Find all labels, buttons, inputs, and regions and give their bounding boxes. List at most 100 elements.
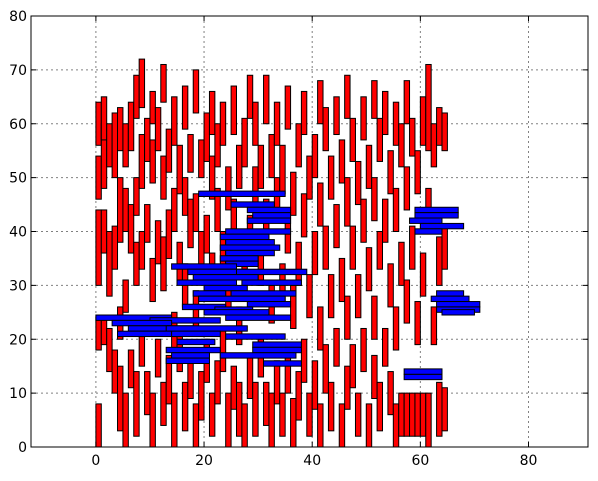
red-vertical-bar bbox=[317, 403, 324, 448]
red-vertical-bar bbox=[414, 392, 421, 437]
blue-horizontal-bar bbox=[171, 352, 210, 359]
red-vertical-bar bbox=[192, 193, 200, 233]
red-vertical-bar bbox=[138, 58, 146, 109]
red-vertical-bar bbox=[208, 155, 216, 200]
red-vertical-bar bbox=[127, 349, 135, 389]
red-vertical-bar bbox=[295, 123, 302, 168]
red-vertical-bar bbox=[290, 171, 297, 216]
red-vertical-bar bbox=[306, 155, 313, 200]
red-vertical-bar bbox=[235, 381, 243, 437]
red-vertical-bar bbox=[327, 155, 335, 200]
red-vertical-bar bbox=[144, 117, 151, 162]
red-vertical-bar bbox=[317, 182, 324, 227]
red-vertical-bar bbox=[149, 90, 156, 125]
blue-horizontal-bar bbox=[252, 346, 302, 354]
red-vertical-bar bbox=[133, 177, 140, 216]
red-vertical-bar bbox=[106, 123, 113, 168]
blue-horizontal-bar bbox=[192, 290, 227, 297]
red-vertical-bar bbox=[111, 225, 119, 270]
blue-horizontal-bar bbox=[235, 268, 308, 276]
blue-horizontal-bar bbox=[203, 284, 248, 292]
red-vertical-bar bbox=[409, 392, 416, 437]
red-vertical-bar bbox=[127, 204, 135, 254]
blue-horizontal-bar bbox=[252, 212, 292, 219]
red-vertical-bar bbox=[414, 150, 421, 195]
red-vertical-bar bbox=[138, 231, 146, 270]
x-tick-label: 60 bbox=[411, 453, 429, 469]
red-vertical-bar bbox=[192, 403, 200, 448]
red-vertical-bar bbox=[338, 257, 346, 303]
red-vertical-bar bbox=[387, 371, 394, 416]
red-vertical-bar bbox=[154, 220, 162, 265]
red-vertical-bar bbox=[95, 155, 102, 200]
red-vertical-bar bbox=[371, 295, 378, 340]
red-vertical-bar bbox=[425, 63, 432, 152]
red-vertical-bar bbox=[354, 274, 362, 319]
red-vertical-bar bbox=[300, 90, 308, 136]
red-vertical-bar bbox=[392, 306, 400, 351]
red-vertical-bar bbox=[165, 209, 173, 259]
red-vertical-bar bbox=[160, 63, 167, 103]
red-vertical-bar bbox=[436, 236, 443, 286]
blue-horizontal-bar bbox=[171, 330, 221, 338]
red-vertical-bar bbox=[419, 392, 427, 437]
red-vertical-bar bbox=[214, 187, 221, 232]
red-vertical-bar bbox=[106, 327, 113, 373]
red-vertical-bar bbox=[257, 144, 265, 189]
red-vertical-bar bbox=[149, 139, 156, 184]
red-vertical-bar bbox=[327, 274, 335, 319]
red-vertical-bar bbox=[279, 392, 286, 437]
red-vertical-bar bbox=[376, 231, 384, 270]
red-vertical-bar bbox=[317, 306, 324, 351]
red-vertical-bar bbox=[214, 360, 221, 405]
red-vertical-bar bbox=[322, 225, 329, 270]
blue-horizontal-bar bbox=[441, 309, 475, 316]
red-vertical-bar bbox=[365, 403, 373, 448]
red-vertical-bar bbox=[360, 327, 367, 373]
red-vertical-bar bbox=[311, 134, 319, 179]
blue-horizontal-bar bbox=[176, 338, 216, 346]
red-vertical-bar bbox=[214, 123, 221, 168]
red-vertical-bar bbox=[317, 80, 324, 125]
red-vertical-bar bbox=[133, 74, 140, 119]
red-vertical-bar bbox=[208, 90, 216, 136]
blue-horizontal-bar bbox=[225, 314, 292, 321]
red-vertical-bar bbox=[160, 236, 167, 292]
y-tick-label: 40 bbox=[9, 225, 27, 241]
blue-horizontal-bar bbox=[165, 325, 248, 332]
red-vertical-bar bbox=[100, 317, 108, 346]
red-vertical-bar bbox=[165, 128, 173, 173]
red-vertical-bar bbox=[198, 139, 205, 179]
red-vertical-bar bbox=[398, 392, 405, 437]
red-vertical-bar bbox=[306, 392, 313, 437]
red-vertical-bar bbox=[252, 101, 259, 146]
blue-horizontal-bar bbox=[225, 239, 275, 246]
blue-horizontal-bar bbox=[225, 228, 292, 235]
y-tick-label: 80 bbox=[9, 9, 27, 25]
red-vertical-bar bbox=[430, 306, 438, 346]
x-tick-label: 0 bbox=[91, 453, 100, 469]
red-vertical-bar bbox=[133, 371, 140, 437]
red-vertical-bar bbox=[365, 247, 373, 292]
blue-horizontal-bar bbox=[219, 352, 297, 359]
red-vertical-bar bbox=[171, 96, 178, 146]
red-vertical-bar bbox=[419, 96, 427, 146]
red-vertical-bar bbox=[208, 392, 216, 437]
red-vertical-bar bbox=[246, 74, 254, 119]
red-vertical-bar bbox=[230, 85, 237, 136]
red-vertical-bar bbox=[376, 117, 384, 162]
red-vertical-bar bbox=[133, 241, 140, 286]
red-vertical-bar bbox=[403, 80, 411, 125]
red-vertical-bar bbox=[187, 134, 194, 173]
red-vertical-bar bbox=[425, 392, 432, 448]
red-vertical-bar bbox=[354, 392, 362, 437]
red-vertical-bar bbox=[284, 85, 292, 130]
red-vertical-bar bbox=[241, 117, 248, 168]
red-vertical-bar bbox=[181, 85, 189, 130]
y-tick-label: 20 bbox=[9, 332, 27, 348]
red-vertical-bar bbox=[392, 403, 400, 448]
blue-horizontal-bar bbox=[117, 330, 173, 338]
red-vertical-bar bbox=[392, 187, 400, 232]
blue-horizontal-bar bbox=[403, 373, 443, 381]
